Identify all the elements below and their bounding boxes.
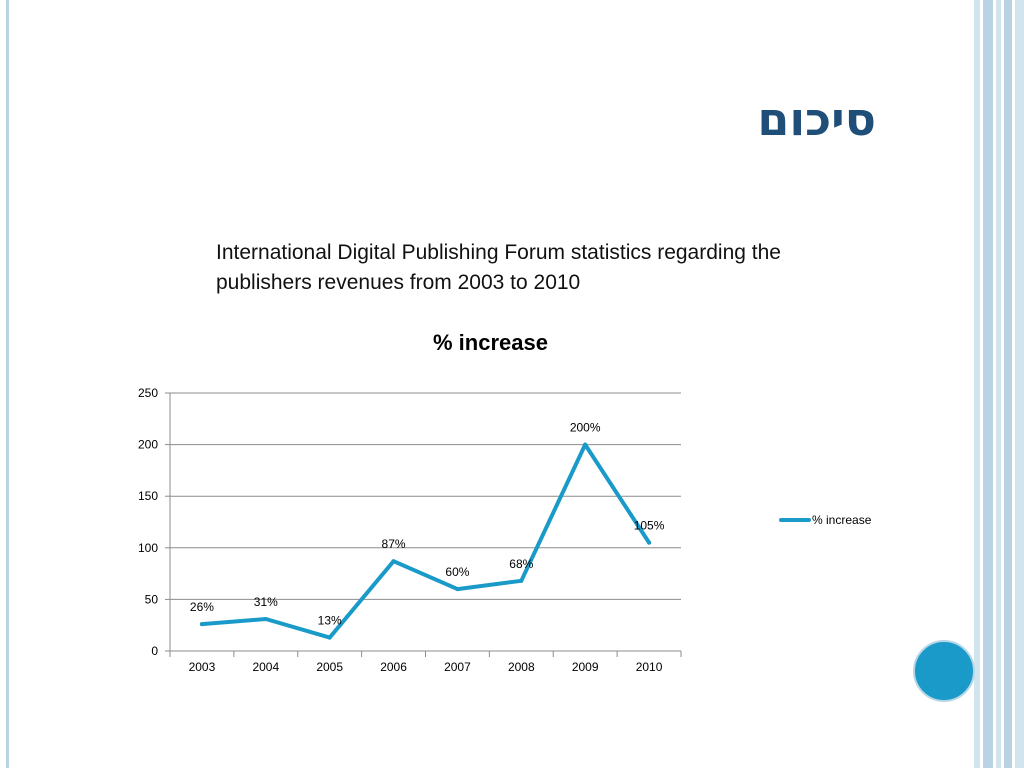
x-tick-label: 2007 (444, 660, 471, 674)
data-label: 68% (509, 557, 533, 571)
data-point (391, 559, 396, 564)
data-point (583, 442, 588, 447)
legend-label: % increase (812, 513, 872, 527)
slide-title: סיכום (757, 92, 876, 146)
data-label: 87% (382, 537, 406, 551)
data-label: 105% (634, 519, 665, 533)
data-point (455, 587, 460, 592)
series-line (199, 442, 652, 640)
left-border-line (6, 0, 9, 768)
data-point (647, 540, 652, 545)
data-label: 26% (190, 600, 214, 614)
x-tick-label: 2003 (189, 660, 216, 674)
data-point (263, 617, 268, 622)
right-decorative-stripes (974, 0, 1024, 768)
y-tick-label: 0 (151, 644, 158, 658)
data-label: 31% (254, 595, 278, 609)
x-tick-label: 2009 (572, 660, 599, 674)
x-tick-label: 2010 (636, 660, 663, 674)
y-tick-label: 200 (138, 438, 158, 452)
data-point (519, 578, 524, 583)
x-tick-label: 2005 (316, 660, 343, 674)
data-label: 200% (570, 421, 601, 435)
x-tick-label: 2006 (380, 660, 407, 674)
navigation-circle-button[interactable] (913, 640, 975, 702)
slide-subtitle: International Digital Publishing Forum s… (216, 241, 781, 294)
y-tick-label: 250 (138, 386, 158, 400)
x-tick-label: 2004 (252, 660, 279, 674)
chart-title: % increase (433, 330, 548, 355)
y-tick-label: 100 (138, 541, 158, 555)
data-label: 13% (318, 614, 342, 628)
data-label: 60% (445, 565, 469, 579)
y-tick-label: 150 (138, 489, 158, 503)
data-point (327, 635, 332, 640)
x-tick-label: 2008 (508, 660, 535, 674)
data-point (199, 622, 204, 627)
y-tick-label: 50 (145, 592, 159, 606)
